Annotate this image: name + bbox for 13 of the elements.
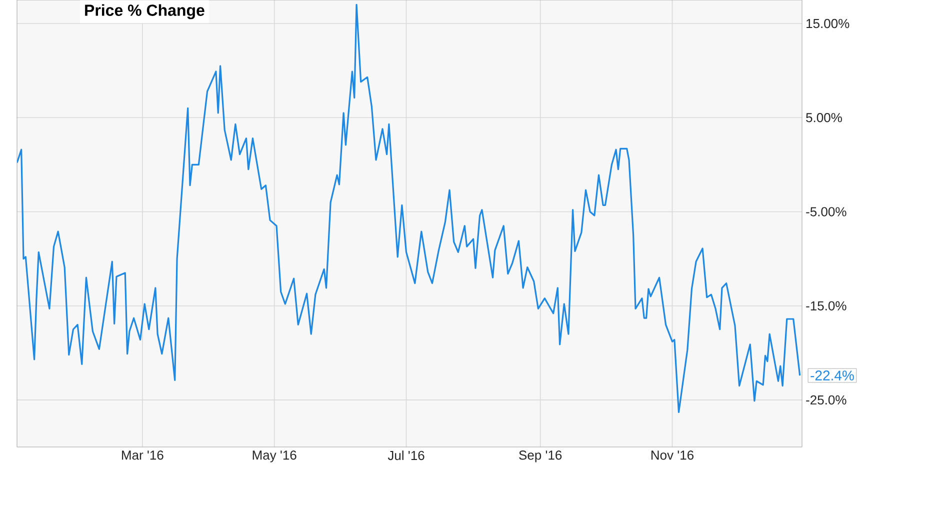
y-tick-label: -25.0% bbox=[806, 395, 846, 405]
x-tick-label: May '16 bbox=[252, 450, 296, 462]
chart-title: Price % Change bbox=[85, 4, 204, 20]
x-tick-label: Sep '16 bbox=[519, 450, 562, 462]
y-tick-label: 15.00% bbox=[806, 18, 850, 28]
annotation: -22.4% bbox=[810, 370, 854, 380]
x-tick-label: Jul '16 bbox=[388, 450, 424, 460]
y-tick-label: -15.0% bbox=[806, 301, 846, 310]
x-tick-label: Nov '16 bbox=[651, 450, 694, 460]
y-tick-label: -5.00% bbox=[806, 207, 846, 216]
line-series bbox=[17, 4, 801, 413]
x-tick-label: Mar '16 bbox=[122, 450, 164, 460]
y-tick-label: 5.00% bbox=[806, 113, 842, 122]
